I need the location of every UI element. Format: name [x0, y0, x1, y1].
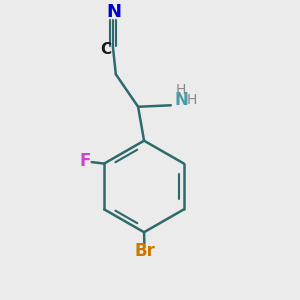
- Text: N: N: [174, 91, 188, 109]
- Text: N: N: [106, 3, 121, 21]
- Text: Br: Br: [134, 242, 155, 260]
- Text: F: F: [79, 152, 91, 170]
- Text: H: H: [176, 83, 186, 97]
- Text: C: C: [100, 42, 111, 57]
- Text: H: H: [187, 93, 197, 107]
